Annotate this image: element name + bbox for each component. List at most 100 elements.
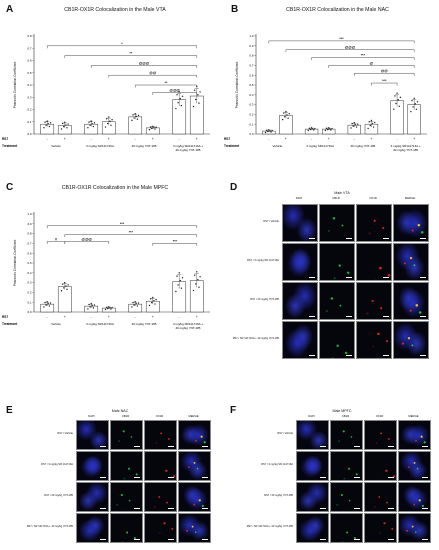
- data-point: [177, 101, 179, 104]
- data-point: [181, 95, 184, 97]
- data-point: [313, 129, 315, 131]
- y-tick-label: 0.6: [27, 59, 32, 63]
- significance-bracket: [64, 241, 110, 244]
- data-point: [131, 306, 133, 308]
- data-point: [198, 286, 200, 288]
- data-point: [325, 127, 328, 130]
- significance-bracket: [354, 73, 415, 76]
- data-point: [93, 304, 96, 306]
- row-label: RS7 / 40 mg/kg YNT-185: [264, 494, 293, 497]
- treatment-label: 40 mg/kg YNT-185: [132, 322, 157, 326]
- rs7-sign: -: [47, 315, 48, 319]
- data-point: [193, 89, 196, 91]
- micro-grid-d: DAPI CB1R OX1R MERGE RS7 / Vehicle RS7 / 3 mg…: [230, 196, 435, 371]
- scale-bar: [168, 446, 174, 447]
- micro-title-f: Male MPFC: [332, 409, 352, 413]
- micro-title-e: Male NAC: [111, 409, 129, 413]
- scale-bar: [346, 355, 352, 356]
- y-tick-label: 0.7: [249, 64, 254, 68]
- data-point: [331, 127, 333, 130]
- data-point: [154, 303, 156, 305]
- micrograph-merge: [178, 513, 211, 543]
- significance-bracket: [268, 40, 415, 44]
- data-point: [196, 271, 198, 273]
- significance-bracket: [134, 84, 198, 88]
- rs7-sign: -: [135, 137, 136, 141]
- data-point: [265, 129, 268, 131]
- scale-bar: [320, 446, 326, 447]
- scale-bar: [388, 539, 394, 540]
- treatment-label: 40 mg/kg YNT-185: [393, 148, 418, 152]
- micrograph-cb1r: [330, 513, 363, 543]
- scale-bar: [100, 477, 106, 478]
- micrograph-dapi: [296, 513, 329, 543]
- data-point: [63, 125, 65, 128]
- scale-bar: [346, 238, 352, 239]
- y-tick-label: 0.9: [27, 222, 32, 226]
- scale-bar: [309, 238, 315, 239]
- micrograph-merge: [178, 420, 211, 450]
- y-tick-label: 0.3: [27, 281, 32, 285]
- micrograph-cb1r: [319, 321, 355, 359]
- micrograph-ox1r: [144, 420, 177, 450]
- micrograph-merge: [178, 482, 211, 512]
- significance-bracket: [46, 225, 198, 229]
- micrograph-dapi: [296, 420, 329, 450]
- data-point: [61, 283, 64, 285]
- row-label: RS7 / 40 mg/kg YNT-185: [44, 494, 73, 497]
- treatment-row-label: Treatment: [224, 144, 240, 148]
- scale-bar: [100, 539, 106, 540]
- data-point: [394, 95, 396, 97]
- row-label: RS7 / 3 mg/kg SR 141716A: [41, 463, 73, 466]
- data-point: [269, 130, 271, 132]
- rs7-sign: -: [135, 315, 136, 319]
- rs7-sign: +: [152, 137, 154, 141]
- data-point: [105, 306, 108, 308]
- micrograph-ox1r: [364, 451, 397, 481]
- data-point: [133, 117, 135, 119]
- data-point: [398, 105, 400, 108]
- data-point: [155, 126, 157, 128]
- row-label: RS7 / SR 141716A + 40 mg/kg YNT-185: [232, 337, 279, 340]
- scale-bar: [346, 277, 352, 278]
- row-label: RS7 / 40 mg/kg YNT-185: [250, 298, 279, 301]
- data-point: [399, 96, 402, 99]
- data-point: [134, 300, 136, 303]
- treatment-label: Vehicle: [51, 322, 61, 326]
- y-tick-label: 0.1: [27, 300, 32, 304]
- panel-letter-e: E: [6, 405, 13, 416]
- data-point: [87, 127, 89, 129]
- significance-bracket: [152, 92, 198, 95]
- scale-bar: [134, 446, 140, 447]
- rs7-sign: +: [108, 137, 110, 141]
- data-point: [135, 303, 137, 305]
- panel-letter-c: C: [6, 182, 14, 193]
- data-point: [134, 113, 136, 115]
- data-point: [44, 121, 46, 123]
- row-label: RS7 / SR 141716A + 40 mg/kg YNT-185: [246, 525, 293, 528]
- significance-label: ***: [361, 54, 366, 58]
- data-point: [176, 94, 178, 96]
- y-tick-label: 0.7: [27, 46, 32, 50]
- significance-bracket: [328, 65, 415, 68]
- rs7-sign: -: [268, 137, 269, 141]
- significance-bracket: [371, 82, 398, 86]
- micrograph-cb1r: [110, 420, 143, 450]
- row-label: RS7 / Vehicle: [277, 432, 293, 435]
- rs7-sign: +: [152, 315, 154, 319]
- column-header: DAPI: [88, 414, 95, 418]
- data-point: [324, 129, 327, 132]
- micrograph-merge: [398, 482, 431, 512]
- column-header: CB1R: [341, 414, 350, 418]
- treatment-label: 3 mg/kg SR141716A: [306, 144, 334, 148]
- data-point: [397, 99, 399, 101]
- y-tick-label: 0.1: [249, 122, 254, 126]
- scale-bar: [420, 355, 426, 356]
- rs7-sign: +: [328, 137, 330, 141]
- data-point: [67, 284, 69, 286]
- micrograph-ox1r: [356, 243, 392, 281]
- micrograph-cb1r: [319, 204, 355, 242]
- y-tick-label: 0.2: [27, 291, 32, 295]
- data-point: [415, 108, 418, 111]
- treatment-label: 3 mg/kg SR141716A: [86, 144, 114, 148]
